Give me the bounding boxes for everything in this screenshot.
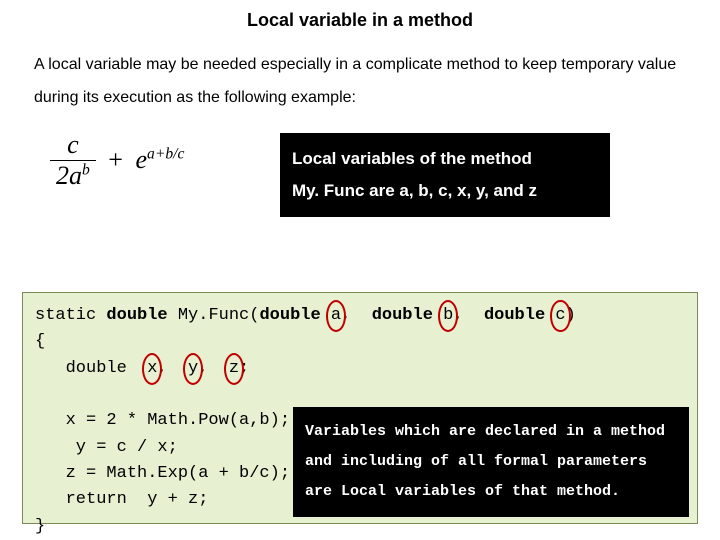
brace-open: {: [35, 329, 685, 355]
declaration-callout: Variables which are declared in a method…: [293, 407, 689, 517]
code-signature: static double My.Func(double a, double b…: [35, 303, 685, 329]
param-b-circle: b: [443, 303, 453, 329]
fraction: c 2ab: [50, 130, 96, 191]
callout-line2: My. Func are a, b, c, x, y, and z: [292, 175, 598, 207]
sig-double-ret: double: [106, 306, 167, 325]
page-title: Local variable in a method: [0, 0, 720, 31]
plus-sign: +: [102, 145, 129, 175]
sig-static: static: [35, 306, 106, 325]
formula-row: c 2ab + ea+b/c Local variables of the me…: [0, 125, 720, 225]
e-base: e: [135, 145, 147, 174]
code-box: static double My.Func(double a, double b…: [22, 292, 698, 524]
fraction-denominator: 2ab: [50, 161, 96, 191]
param-a-circle: a: [331, 303, 341, 329]
param-c-circle: c: [555, 303, 565, 329]
decl-pre: double: [35, 359, 147, 378]
var-x-circle: x: [147, 356, 157, 382]
sig-double-a: double: [259, 306, 320, 325]
intro-text: A local variable may be needed especiall…: [0, 31, 720, 115]
local-vars-callout: Local variables of the method My. Func a…: [280, 133, 610, 218]
blank-line: [35, 382, 685, 408]
sig-fn: My.Func(: [168, 306, 260, 325]
var-y-circle: y: [188, 356, 198, 382]
exp-term: ea+b/c: [135, 145, 184, 175]
fraction-numerator: c: [50, 130, 96, 161]
e-exp: a+b/c: [147, 145, 184, 162]
code-decl: double x, y, z;: [35, 356, 685, 382]
sig-double-b: double: [372, 306, 433, 325]
callout-line1: Local variables of the method: [292, 143, 598, 175]
den-exp: b: [82, 161, 90, 178]
den-base: 2a: [56, 161, 82, 190]
brace-close: }: [35, 514, 685, 540]
sig-double-c: double: [484, 306, 545, 325]
math-formula: c 2ab + ea+b/c: [50, 130, 184, 191]
var-z-circle: z: [229, 356, 239, 382]
